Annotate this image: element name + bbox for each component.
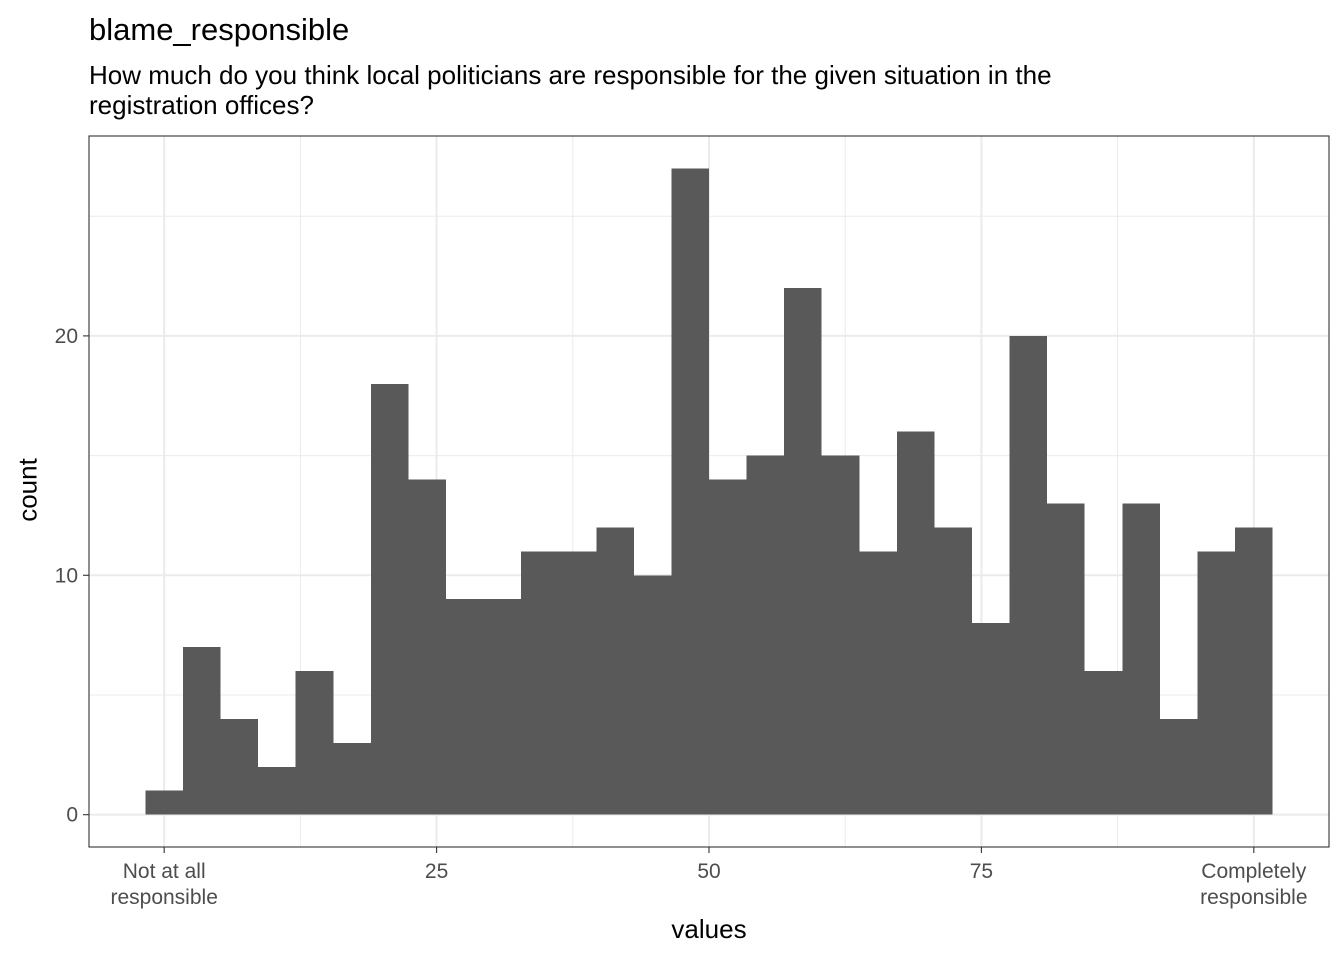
x-tick-label: Not at all responsible <box>110 860 217 909</box>
histogram-bars <box>145 168 1273 815</box>
histogram-bar <box>633 575 672 815</box>
x-tick-label: 25 <box>425 860 448 883</box>
histogram-bar <box>1122 503 1160 815</box>
histogram-bar <box>746 455 785 815</box>
histogram-bar <box>934 527 973 815</box>
histogram-bar <box>370 383 409 815</box>
y-tick-label: 0 <box>66 804 78 827</box>
histogram-bar <box>220 718 259 815</box>
x-tick-label: 50 <box>697 860 720 883</box>
histogram-bar <box>558 551 597 815</box>
histogram-bar <box>145 790 183 815</box>
histogram-bar <box>1159 718 1198 815</box>
y-tick-label: 10 <box>55 564 78 587</box>
histogram-bar <box>896 431 935 815</box>
chart-subtitle: How much do you think local politicians … <box>89 60 1052 120</box>
axes: 0 10 20 Not at all responsible 25 50 75 Complete… <box>55 325 1308 909</box>
histogram-bar <box>182 647 221 815</box>
histogram-bar <box>408 479 446 815</box>
histogram-bar <box>1009 335 1048 815</box>
chart-title: blame_responsible <box>89 12 350 47</box>
histogram-bar <box>784 288 822 815</box>
histogram-bar <box>859 551 897 815</box>
histogram-bar <box>258 766 296 815</box>
histogram-bar <box>295 671 334 815</box>
y-tick-label: 20 <box>55 325 78 348</box>
histogram-bar <box>596 527 634 815</box>
histogram-bar <box>671 168 709 815</box>
histogram-bar <box>1084 671 1123 815</box>
x-tick-label: 75 <box>970 860 993 883</box>
histogram-bar <box>483 599 522 815</box>
histogram-bar <box>972 623 1010 815</box>
histogram-bar <box>521 551 559 815</box>
histogram-bar <box>445 599 484 815</box>
histogram-bar <box>821 455 860 815</box>
histogram-bar <box>1047 503 1085 815</box>
histogram-bar <box>709 479 747 815</box>
x-tick-label: Completely responsible <box>1200 860 1307 909</box>
histogram-bar <box>1197 551 1236 815</box>
x-axis-label: values <box>671 914 747 944</box>
histogram-bar <box>333 742 371 815</box>
histogram-bar <box>1235 527 1273 815</box>
